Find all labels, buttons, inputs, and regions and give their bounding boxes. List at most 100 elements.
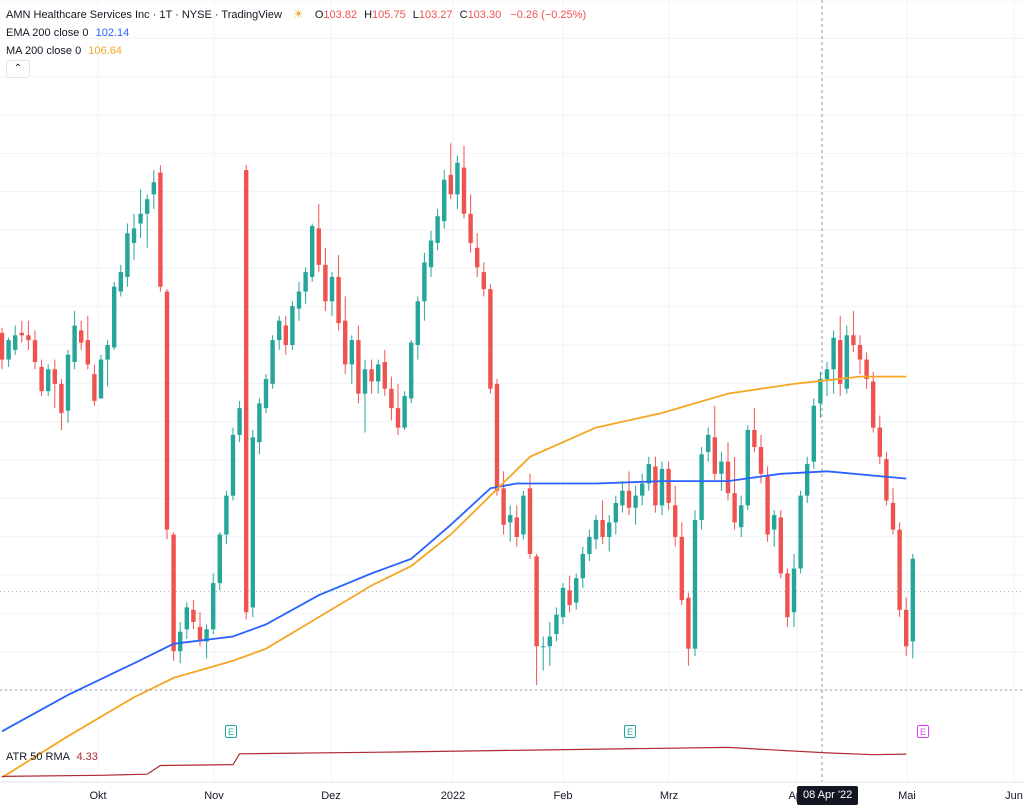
ma-label: MA 200 close 0: [6, 45, 82, 57]
candle-down: [283, 325, 288, 345]
candle-down: [884, 459, 889, 501]
market-status-sun-icon[interactable]: ☀: [292, 7, 304, 21]
candle-down: [567, 590, 572, 605]
candle-up: [811, 405, 816, 462]
candle-down: [369, 369, 374, 382]
candle-up: [844, 335, 849, 389]
candle-up: [138, 213, 143, 224]
candle-down: [197, 626, 203, 642]
candle-down: [653, 466, 658, 506]
symbol-legend: AMN Healthcare Services Inc · 1T · NYSE …: [6, 7, 586, 22]
candle-down: [527, 488, 533, 554]
candle-up: [112, 286, 117, 348]
candle-down: [732, 493, 737, 523]
candle-down: [752, 430, 757, 448]
candle-down: [461, 167, 467, 214]
atr-value: 4.33: [76, 751, 98, 763]
candle-up: [824, 369, 830, 380]
candle-up: [118, 272, 123, 292]
collapse-legend-button[interactable]: ⌃: [6, 60, 30, 78]
candle-up: [613, 502, 618, 523]
candle-up: [706, 434, 711, 452]
candle-up: [574, 578, 579, 603]
candle-up: [6, 340, 11, 360]
candle-up: [455, 162, 460, 195]
candle-up: [415, 301, 420, 345]
candle-up: [105, 345, 110, 360]
candle-up: [805, 464, 810, 496]
candle-up: [145, 199, 150, 214]
candle-up: [554, 614, 559, 635]
candle-up: [646, 464, 651, 484]
x-axis-tick-label: Jun: [1005, 790, 1023, 802]
candle-down: [468, 213, 473, 243]
candle-up: [442, 179, 447, 222]
ema-legend[interactable]: EMA 200 close 0 102.14: [6, 26, 129, 40]
candle-up: [791, 568, 797, 613]
candle-up: [910, 558, 915, 642]
candle-down: [92, 374, 97, 401]
candle-down: [316, 228, 321, 265]
candle-up: [593, 519, 599, 540]
candle-down: [39, 366, 44, 392]
earnings-marker-past[interactable]: E: [624, 725, 636, 738]
candle-down: [164, 291, 170, 530]
candle-up: [329, 276, 335, 302]
candle-down: [686, 597, 691, 649]
earnings-marker-upcoming[interactable]: E: [917, 725, 929, 738]
candle-up: [719, 461, 724, 474]
candle-down: [448, 174, 453, 195]
candle-up: [310, 225, 315, 277]
candle-up: [237, 408, 242, 435]
candle-up: [98, 359, 104, 399]
candle-down: [59, 383, 64, 414]
candle-down: [475, 247, 480, 268]
candle-up: [422, 262, 427, 302]
candle-down: [171, 534, 176, 652]
ma-200-line: [1, 375, 907, 779]
candle-up: [257, 403, 262, 443]
ohlc-change: −0.26 (−0.25%): [510, 9, 587, 21]
candle-up: [277, 320, 282, 341]
candle-up: [831, 337, 836, 370]
candle-up: [184, 607, 189, 630]
candle-down: [488, 289, 493, 389]
candle-down: [785, 573, 790, 618]
candle-up: [250, 437, 255, 608]
candle-up: [560, 587, 566, 618]
x-axis-tick-label: Nov: [204, 790, 224, 802]
candle-down: [666, 468, 671, 503]
candle-up: [13, 335, 18, 350]
atr-legend[interactable]: ATR 50 RMA 4.33: [6, 751, 98, 763]
candle-down: [382, 362, 387, 389]
candle-down: [356, 340, 361, 394]
candle-up: [65, 354, 71, 411]
ema-label: EMA 200 close 0: [6, 27, 89, 39]
candle-down: [679, 536, 684, 601]
candle-up: [587, 536, 592, 554]
candle-down: [890, 502, 896, 530]
candle-down: [534, 556, 539, 647]
candle-down: [877, 427, 882, 457]
candle-down: [904, 609, 909, 647]
ohlc-low: L103.27: [412, 9, 453, 21]
x-axis-tick-label: Mai: [898, 790, 916, 802]
chevron-up-icon: ⌃: [13, 63, 23, 74]
x-axis-tick-label: Okt: [89, 790, 106, 802]
candle-up: [692, 519, 698, 649]
candle-up: [409, 342, 414, 399]
candle-up: [659, 468, 665, 506]
candle-up: [508, 515, 513, 523]
candle-down: [765, 476, 770, 535]
candle-up: [640, 483, 645, 496]
candle-up: [541, 646, 546, 648]
candle-up: [72, 325, 77, 363]
candle-down: [26, 335, 31, 341]
earnings-marker-past[interactable]: E: [225, 725, 237, 738]
candle-up: [204, 629, 209, 642]
symbol-title: AMN Healthcare Services Inc · 1T · NYSE …: [6, 9, 282, 21]
candle-down: [758, 447, 764, 474]
ma-legend[interactable]: MA 200 close 0 106.64: [6, 44, 122, 58]
